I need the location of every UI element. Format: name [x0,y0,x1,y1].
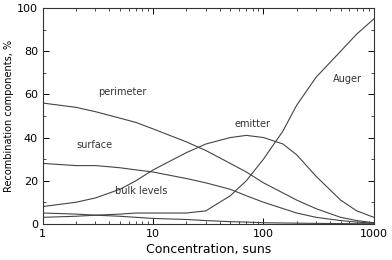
Text: surface: surface [76,140,112,151]
Text: Auger: Auger [333,74,362,84]
Text: emitter: emitter [235,119,271,129]
Text: bulk levels: bulk levels [115,186,167,196]
Text: perimeter: perimeter [98,87,147,96]
Y-axis label: Recombination components, %: Recombination components, % [4,40,14,192]
X-axis label: Concentration, suns: Concentration, suns [146,243,271,256]
